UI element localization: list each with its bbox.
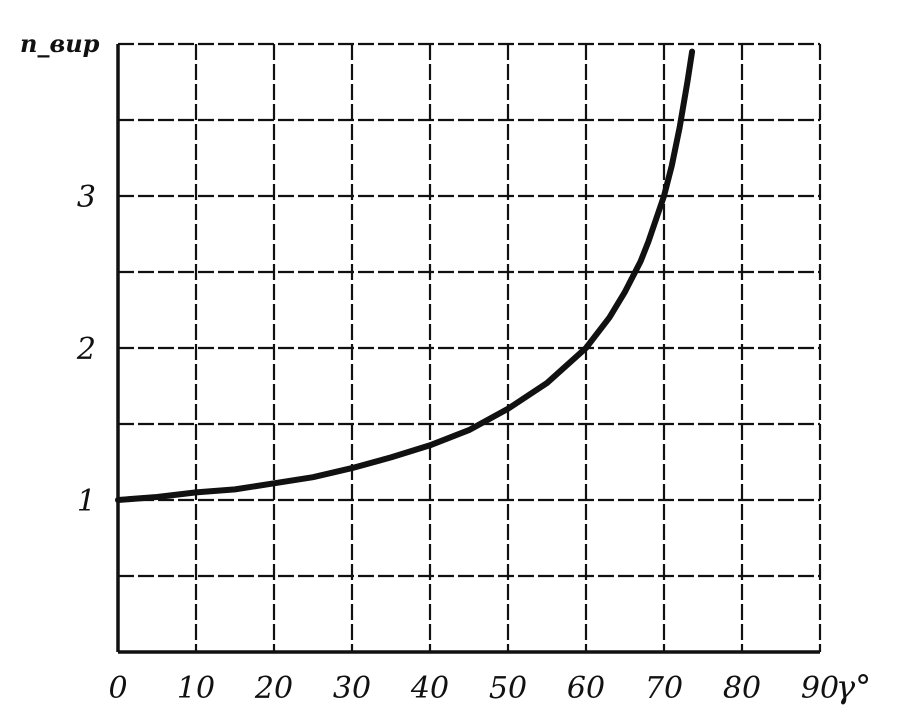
x-tick-label: 90 <box>801 671 839 706</box>
y-axis-label: n_вир <box>20 29 100 58</box>
x-tick-label: 30 <box>333 671 371 706</box>
x-tick-label: 70 <box>645 671 683 706</box>
x-tick-label: 40 <box>410 671 449 706</box>
x-tick-label: 10 <box>177 671 215 706</box>
series <box>115 48 696 503</box>
y-tick-label: 2 <box>76 332 96 367</box>
y-tick-label: 3 <box>77 180 96 215</box>
x-axis-label: γ° <box>836 668 871 706</box>
axes <box>116 44 820 654</box>
x-tick-label: 20 <box>254 671 293 706</box>
x-tick-label: 80 <box>723 671 761 706</box>
tick-labels: 0 10 20 30 40 50 60 70 80 90 1 2 3 <box>76 180 839 706</box>
x-tick-label: 0 <box>108 671 127 706</box>
curve-line <box>115 48 696 503</box>
grid <box>118 42 822 652</box>
x-tick-label: 60 <box>567 671 605 706</box>
x-tick-label: 50 <box>489 671 527 706</box>
y-tick-label: 1 <box>77 484 96 519</box>
